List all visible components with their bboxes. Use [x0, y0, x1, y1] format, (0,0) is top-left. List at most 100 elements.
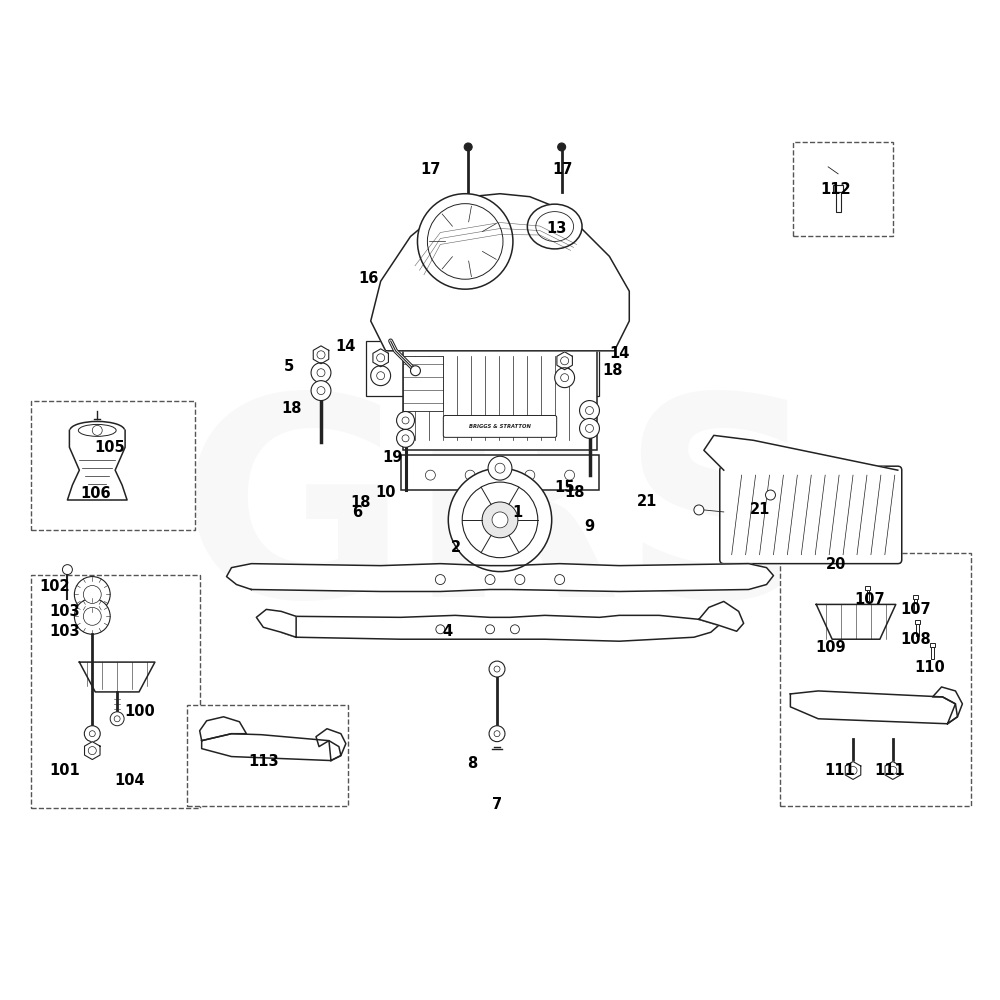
Bar [403, 321, 597, 450]
Circle shape [74, 577, 110, 612]
Circle shape [586, 407, 593, 414]
Circle shape [558, 143, 566, 151]
Circle shape [482, 502, 518, 538]
Circle shape [425, 470, 435, 480]
Bar [366, 341, 425, 396]
Circle shape [317, 351, 325, 359]
Circle shape [565, 470, 575, 480]
Text: 18: 18 [281, 401, 301, 416]
Text: 101: 101 [49, 763, 80, 778]
Text: 21: 21 [637, 494, 657, 509]
Text: 106: 106 [80, 486, 111, 501]
Text: 17: 17 [420, 162, 441, 177]
Bar [836, 192, 841, 212]
Bar [916, 624, 919, 636]
Text: 104: 104 [115, 773, 145, 788]
Text: 107: 107 [855, 592, 885, 607]
Bar [915, 620, 920, 624]
Circle shape [397, 429, 414, 447]
Bar [545, 346, 599, 396]
Circle shape [114, 716, 120, 722]
Circle shape [89, 731, 95, 737]
Text: 102: 102 [39, 579, 70, 594]
Circle shape [561, 374, 569, 382]
Circle shape [110, 712, 124, 726]
Text: 105: 105 [95, 440, 126, 455]
Polygon shape [85, 742, 100, 760]
Text: 112: 112 [820, 182, 850, 197]
Bar [913, 595, 918, 599]
Circle shape [83, 586, 101, 603]
Ellipse shape [527, 204, 582, 249]
Circle shape [92, 425, 102, 435]
Circle shape [495, 463, 505, 473]
Circle shape [486, 625, 495, 634]
Text: 19: 19 [382, 450, 403, 465]
Ellipse shape [70, 421, 125, 439]
Circle shape [377, 354, 385, 362]
Text: 14: 14 [336, 339, 356, 354]
Bar [865, 586, 870, 589]
Text: 103: 103 [49, 604, 80, 619]
Circle shape [84, 726, 100, 742]
Bar [31, 401, 195, 530]
Polygon shape [200, 717, 246, 741]
Circle shape [465, 470, 475, 480]
Bar [931, 647, 934, 659]
Bar [793, 142, 893, 236]
Polygon shape [227, 564, 773, 591]
Circle shape [371, 366, 391, 386]
Polygon shape [845, 762, 861, 779]
Circle shape [436, 625, 445, 634]
Text: 6: 6 [352, 505, 362, 520]
Bar [867, 589, 869, 601]
Text: 14: 14 [609, 346, 630, 361]
Polygon shape [699, 601, 744, 631]
Bar [31, 575, 200, 808]
Text: 18: 18 [602, 363, 623, 378]
Bar [187, 705, 348, 806]
Circle shape [397, 411, 414, 429]
Circle shape [492, 512, 508, 528]
Circle shape [62, 565, 72, 575]
Circle shape [402, 435, 409, 442]
Circle shape [561, 357, 569, 365]
Circle shape [555, 575, 565, 585]
Text: 108: 108 [900, 632, 931, 647]
Polygon shape [256, 609, 296, 637]
Circle shape [427, 204, 503, 279]
Circle shape [580, 401, 599, 420]
Circle shape [515, 575, 525, 585]
Circle shape [464, 143, 472, 151]
Text: 4: 4 [442, 624, 452, 639]
Text: 16: 16 [359, 271, 379, 286]
Circle shape [311, 381, 331, 401]
Circle shape [402, 417, 409, 424]
Circle shape [889, 766, 897, 775]
Text: 13: 13 [546, 221, 567, 236]
Text: 1: 1 [513, 505, 523, 520]
Polygon shape [816, 604, 896, 639]
Text: 103: 103 [49, 624, 80, 639]
Polygon shape [704, 435, 898, 470]
Polygon shape [885, 762, 901, 779]
Circle shape [74, 598, 110, 634]
Ellipse shape [78, 424, 116, 436]
Text: 113: 113 [248, 754, 279, 769]
Circle shape [88, 747, 96, 755]
Circle shape [317, 387, 325, 395]
Bar [401, 455, 599, 490]
Circle shape [83, 607, 101, 625]
Text: 21: 21 [750, 502, 771, 517]
Polygon shape [202, 734, 341, 761]
Ellipse shape [536, 212, 574, 241]
Text: 111: 111 [874, 763, 905, 778]
Circle shape [417, 194, 513, 289]
Circle shape [510, 625, 519, 634]
Text: 17: 17 [552, 162, 573, 177]
Text: 8: 8 [467, 756, 477, 771]
Text: 20: 20 [826, 557, 846, 572]
Circle shape [489, 726, 505, 742]
Text: 110: 110 [914, 660, 945, 675]
Circle shape [317, 369, 325, 377]
